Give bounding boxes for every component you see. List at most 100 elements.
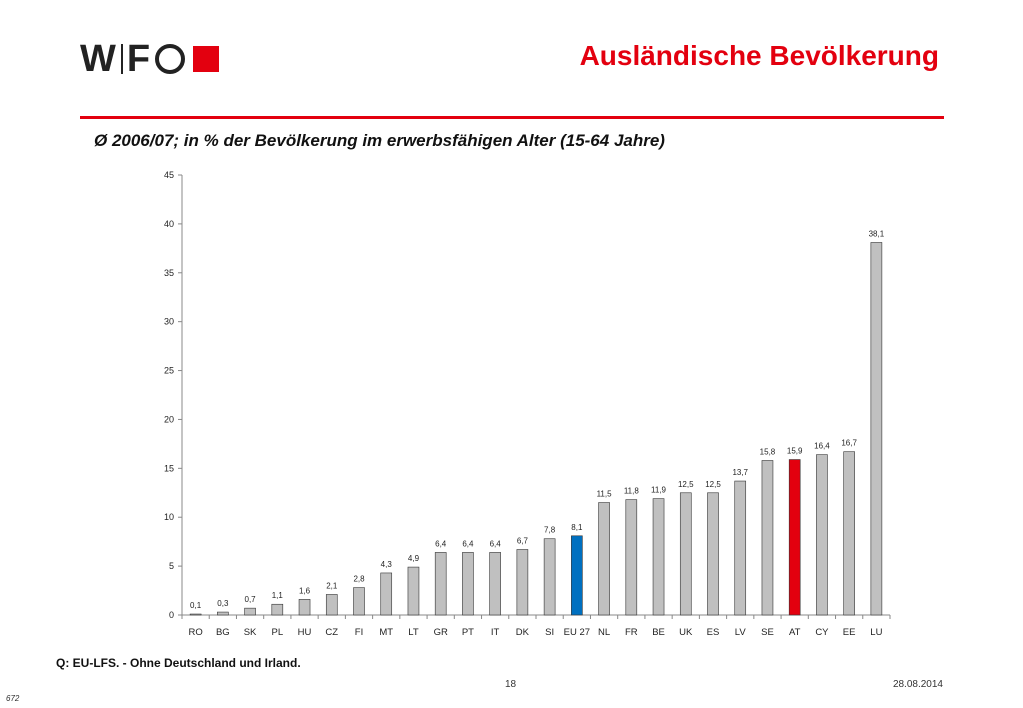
data-label: 2,1 [326, 581, 338, 590]
x-tick-label: FR [625, 627, 638, 638]
x-tick-label: UK [679, 627, 693, 638]
bar [870, 242, 883, 616]
logo-square-icon [193, 46, 220, 72]
x-tick-label: ES [707, 627, 720, 638]
x-tick-label: LT [408, 627, 419, 638]
bar [353, 587, 365, 616]
y-tick-label: 15 [164, 463, 174, 473]
data-label: 38,1 [869, 229, 885, 238]
x-tick-label: PT [462, 627, 474, 638]
data-label: 6,4 [490, 539, 502, 548]
data-label: 11,8 [624, 487, 640, 496]
data-label: 1,6 [299, 586, 311, 595]
data-label: 1,1 [272, 591, 284, 600]
bar [543, 538, 556, 616]
y-tick-label: 45 [164, 170, 174, 180]
logo-ring-icon [155, 44, 186, 74]
page-number: 18 [505, 679, 517, 690]
bar [516, 549, 529, 616]
logo-letter-f: F [126, 38, 152, 80]
y-tick-label: 40 [164, 219, 174, 229]
data-label: 13,7 [732, 468, 748, 477]
bar [734, 480, 747, 616]
data-label: 12,5 [705, 480, 721, 489]
x-tick-label: CZ [325, 627, 338, 638]
wifo-logo: W F [80, 38, 220, 80]
data-label: 16,4 [814, 442, 830, 451]
data-label: 0,7 [245, 595, 257, 604]
bar [598, 502, 610, 616]
data-label: 4,9 [408, 554, 420, 563]
bar [489, 552, 501, 616]
bar [380, 572, 393, 616]
x-tick-label: EE [843, 627, 856, 638]
bar [843, 451, 855, 616]
x-tick-label: DK [516, 627, 530, 638]
bar [244, 607, 256, 616]
x-tick-label: RO [188, 627, 202, 638]
x-tick-label: LV [735, 627, 747, 638]
bar [571, 535, 583, 616]
x-tick-label: IT [491, 627, 500, 638]
x-tick-label: PL [271, 627, 283, 638]
bar [761, 460, 774, 616]
data-label: 0,1 [190, 601, 202, 610]
data-label: 11,5 [597, 490, 613, 499]
logo-letter-w: W [80, 38, 117, 80]
bar [788, 459, 801, 616]
y-tick-label: 5 [169, 561, 174, 571]
x-tick-label: FI [355, 627, 363, 638]
source-note: Q: EU-LFS. - Ohne Deutschland und Irland… [56, 656, 301, 670]
data-label: 6,7 [517, 536, 529, 545]
x-tick-label: HU [298, 627, 312, 638]
x-tick-label: SI [545, 627, 554, 638]
bar [679, 492, 692, 616]
data-label: 2,8 [353, 575, 365, 584]
bar [189, 613, 202, 616]
data-label: 15,8 [760, 448, 776, 457]
x-tick-label: CY [815, 627, 829, 638]
x-tick-label: LU [870, 627, 882, 638]
y-tick-label: 25 [164, 366, 174, 376]
y-tick-label: 35 [164, 268, 174, 278]
data-label: 6,4 [462, 539, 474, 548]
x-tick-label: AT [789, 627, 801, 638]
data-label: 12,5 [678, 480, 694, 489]
chart-subtitle: Ø 2006/07; in % der Bevölkerung im erwer… [94, 131, 665, 150]
title-divider [80, 116, 944, 119]
data-label: 0,3 [217, 599, 229, 608]
data-label: 7,8 [544, 526, 556, 535]
bar [707, 492, 719, 616]
x-tick-label: SE [761, 627, 774, 638]
y-tick-label: 10 [164, 512, 174, 522]
page-title: Ausländische Bevölkerung [579, 40, 939, 71]
data-label: 15,9 [787, 447, 803, 456]
x-tick-label: MT [379, 627, 393, 638]
y-tick-label: 0 [169, 610, 174, 620]
y-tick-label: 20 [164, 414, 174, 424]
y-tick-label: 30 [164, 317, 174, 327]
data-label: 8,1 [571, 523, 583, 532]
bar [325, 594, 338, 616]
data-label: 16,7 [841, 439, 857, 448]
data-label: 6,4 [435, 539, 447, 548]
x-tick-label: NL [598, 627, 610, 638]
bar [462, 552, 474, 616]
x-tick-label: BE [652, 627, 665, 638]
date-label: 28.08.2014 [892, 679, 943, 690]
bar [407, 566, 420, 616]
data-label: 11,9 [651, 486, 667, 495]
x-tick-label: BG [216, 627, 230, 638]
bar [816, 454, 828, 616]
bar [625, 499, 638, 616]
x-tick-label: EU 27 [564, 627, 590, 638]
slide-id: 672 [6, 694, 20, 703]
bar [217, 611, 229, 616]
bar [434, 552, 447, 616]
x-tick-label: SK [244, 627, 257, 638]
bar [652, 498, 665, 616]
bar [298, 599, 311, 616]
data-label: 4,3 [381, 560, 393, 569]
x-tick-label: GR [434, 627, 448, 638]
